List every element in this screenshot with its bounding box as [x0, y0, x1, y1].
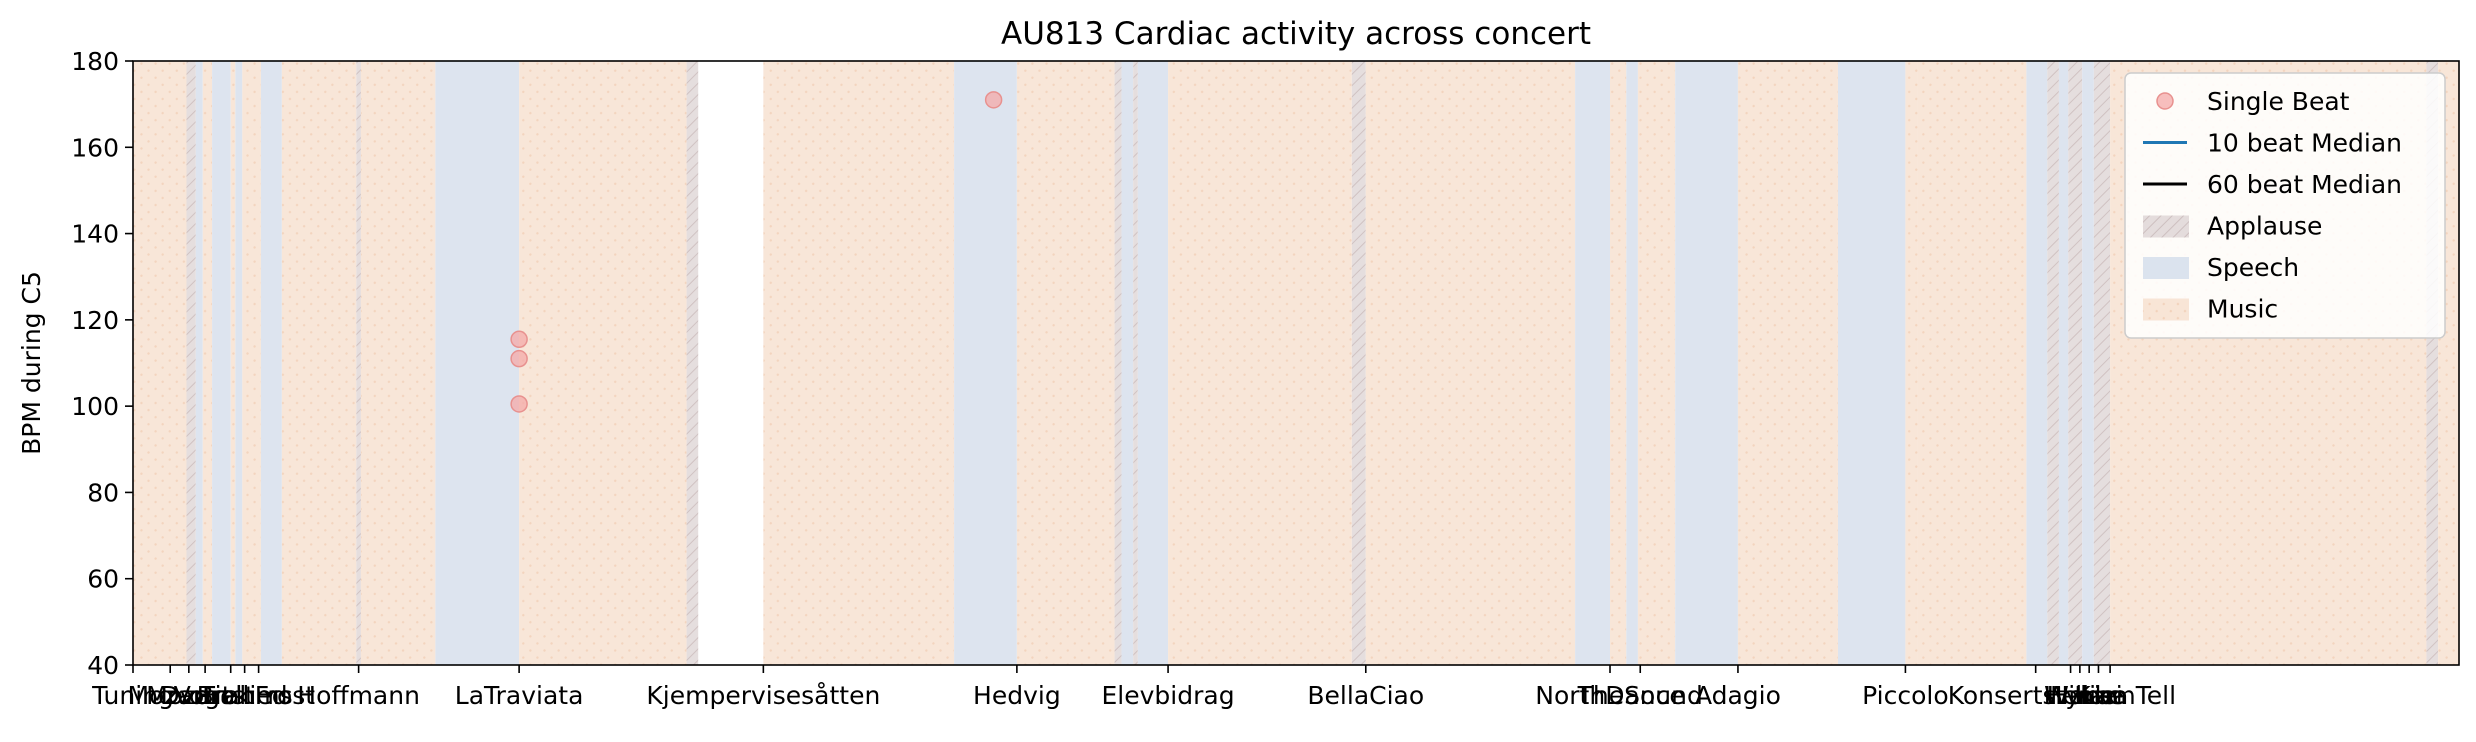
segment-band-music: [1737, 61, 1838, 665]
segment-band-music: [1610, 61, 1627, 665]
x-tick-label: Piccolo: [1862, 681, 1949, 710]
segment-band-speech: [195, 61, 203, 665]
legend-label: Speech: [2207, 253, 2299, 282]
segment-band-applause: [1114, 61, 1122, 665]
y-tick-label: 40: [87, 651, 119, 680]
legend: Single Beat 10 beat Median 60 beat Median A…: [2124, 72, 2446, 339]
segment-band-music: [1917, 61, 2027, 665]
segment-band-music: [519, 61, 687, 665]
segment-band-speech: [2026, 61, 2048, 665]
legend-label: Applause: [2207, 212, 2322, 241]
segment-band-applause: [2047, 61, 2059, 665]
legend-patch: [2143, 298, 2189, 321]
segment-band-applause: [1351, 61, 1366, 665]
segment-band-applause: [2093, 61, 2111, 665]
x-tick-label: BellaCiao: [1307, 681, 1424, 710]
x-tick-label: Adagio: [1695, 681, 1781, 710]
segment-band-music: [763, 61, 955, 665]
x-tick-label: Kari: [2074, 681, 2123, 710]
y-tick-label: 60: [87, 565, 119, 594]
x-tick-label: Mozart: [128, 681, 214, 710]
y-tick-label: 140: [71, 220, 119, 249]
x-tick-label: Hedvig: [973, 681, 1061, 710]
single-beat-point: [984, 91, 1003, 109]
segment-band-speech: [2082, 61, 2094, 665]
segment-band-speech: [2058, 61, 2069, 665]
segment-band-music: [1637, 61, 1676, 665]
x-tick-label: TheSound: [1577, 681, 1703, 710]
segment-band-music: [133, 61, 187, 665]
x-tick-label: Brahms: [197, 681, 293, 710]
x-tick-label: Mozart: [146, 681, 232, 710]
plot-frame: [132, 60, 2460, 666]
segment-band-applause: [186, 61, 196, 665]
segment-band-speech: [1575, 61, 1611, 665]
segment-band-music: [1016, 61, 1115, 665]
segment-band-applause: [686, 61, 699, 665]
segment-band-music: [1905, 61, 1918, 665]
legend-patch: [2143, 257, 2189, 279]
segment-band-applause: [1133, 61, 1138, 665]
segment-band-music: [242, 61, 261, 665]
segment-band-music: [230, 61, 236, 665]
legend-label: Single Beat: [2207, 87, 2350, 116]
x-tick-label: FirstFrost: [202, 681, 315, 710]
segment-band-speech: [1675, 61, 1738, 665]
single-beat-point: [510, 349, 528, 368]
segment-band-speech: [435, 61, 520, 665]
segment-band-applause: [2426, 61, 2439, 665]
x-tick-label: Kjempervisesåtten: [646, 681, 880, 710]
segment-band-applause: [2068, 61, 2083, 665]
legend-label: 10 beat Median: [2207, 129, 2402, 158]
x-tick-label: Hansa: [2050, 681, 2128, 710]
segment-band-speech: [260, 61, 282, 665]
segment-band-music: [281, 61, 357, 665]
segment-band-music: [1168, 61, 1352, 665]
single-beat-point: [510, 330, 528, 349]
x-tick-label: WilliamTell: [2044, 681, 2176, 710]
legend-label: Music: [2207, 295, 2278, 324]
segment-band-music: [202, 61, 213, 665]
legend-box: [2124, 72, 2446, 339]
segment-band-speech: [1137, 61, 1169, 665]
x-tick-label: Henie: [2044, 681, 2116, 710]
legend-patch: [2143, 215, 2189, 238]
y-axis: 40 60 80 100 120 140 160 180: [71, 47, 133, 680]
single-beat-points: [510, 91, 1003, 413]
segment-band-speech: [954, 61, 1017, 665]
y-tick-label: 180: [71, 47, 119, 76]
chart-title: AU813 Cardiac activity across concert: [1001, 16, 1591, 52]
y-tick-label: 80: [87, 478, 119, 507]
legend-marker: [2156, 92, 2174, 110]
y-tick-label: 120: [71, 306, 119, 335]
segment-band-music: [360, 61, 436, 665]
x-axis: TuningMozartMozartDvorakVogelliedBrahmsF…: [91, 665, 2176, 710]
segment-band-speech: [1626, 61, 1638, 665]
legend-label: 60 beat Median: [2207, 170, 2402, 199]
segment-band-applause: [356, 61, 361, 665]
x-tick-label: LaTraviata: [455, 681, 584, 710]
y-tick-label: 160: [71, 133, 119, 162]
y-tick-label: 100: [71, 392, 119, 421]
x-tick-label: Dvorak: [160, 681, 250, 710]
x-tick-label: NorthDance: [1535, 681, 1684, 710]
segment-band-music: [1365, 61, 1576, 665]
x-tick-label: Vogellied: [174, 681, 288, 710]
segment-band-speech: [1837, 61, 1906, 665]
single-beat-point: [510, 395, 528, 413]
segment-band-speech: [1121, 61, 1134, 665]
y-axis-label: BPM during C5: [17, 271, 46, 455]
x-tick-label: Tuning: [91, 681, 174, 710]
segment-bands: [133, 61, 2459, 665]
x-tick-label: Ivar: [2047, 681, 2095, 710]
x-tick-label: Hoffmann: [297, 681, 420, 710]
x-tick-label: Elevbidrag: [1102, 681, 1235, 710]
x-tick-label: Konsertstykke: [1948, 681, 2124, 710]
segment-band-speech: [212, 61, 231, 665]
segment-band-speech: [235, 61, 243, 665]
